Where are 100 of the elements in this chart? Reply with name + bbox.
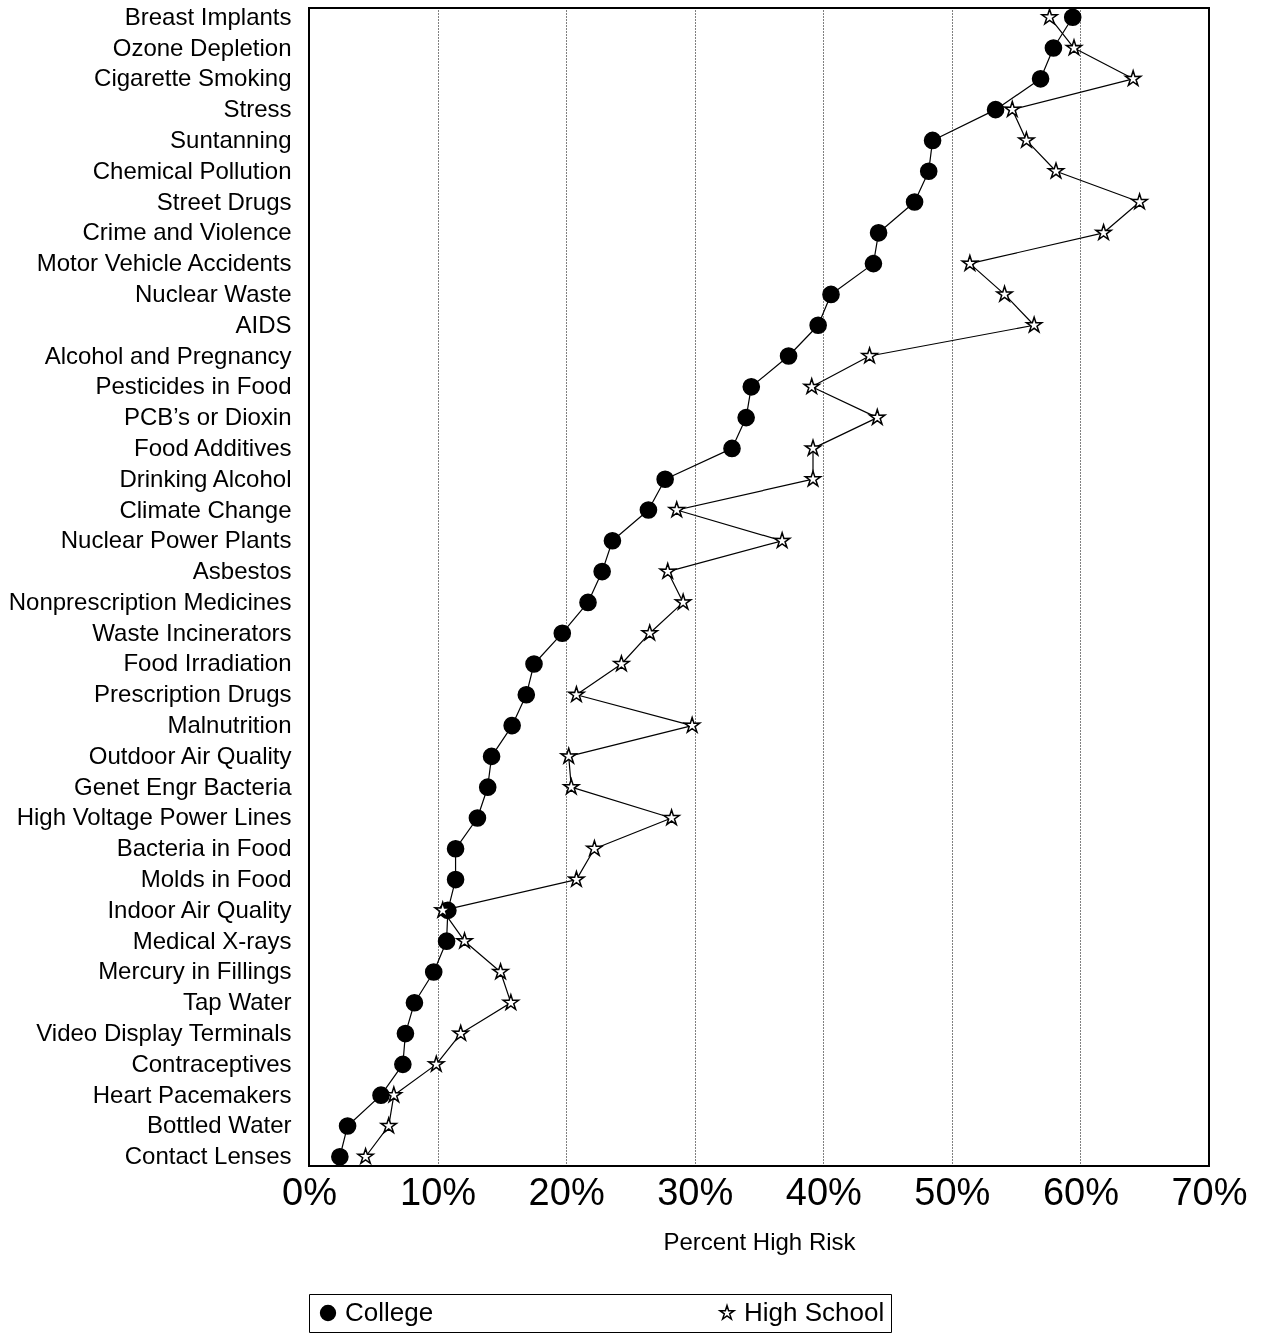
point <box>1044 39 1063 57</box>
point <box>1018 131 1035 148</box>
point <box>737 408 755 427</box>
y-tick-label: Nuclear Waste <box>135 279 292 307</box>
point <box>446 839 465 858</box>
point <box>456 932 473 949</box>
point <box>562 778 580 795</box>
point <box>424 963 443 981</box>
y-tick-label: Contraceptives <box>131 1049 292 1077</box>
point <box>437 932 456 950</box>
point <box>405 993 424 1012</box>
point <box>478 778 497 796</box>
y-tick-label: Pesticides in Food <box>95 372 292 400</box>
point <box>1025 316 1043 333</box>
point <box>1047 162 1065 179</box>
point <box>396 1024 415 1043</box>
point <box>502 993 520 1011</box>
point <box>568 870 585 887</box>
y-tick-label: Stress <box>223 95 292 123</box>
y-tick-label: Prescription Drugs <box>94 680 292 708</box>
point <box>723 439 741 458</box>
point <box>919 162 938 181</box>
point <box>869 224 888 242</box>
x-tick-label: 0% <box>282 1170 337 1213</box>
x-axis-title: Percent High Risk <box>663 1227 857 1255</box>
y-tick-label: Ozone Depletion <box>112 33 292 61</box>
point <box>380 1117 398 1134</box>
point <box>864 254 883 273</box>
point <box>613 655 630 672</box>
legend-label: High School <box>744 1297 885 1327</box>
point <box>446 870 465 889</box>
y-tick-label: Tap Water <box>183 988 292 1016</box>
point <box>742 378 761 396</box>
x-tick-label: 60% <box>1042 1170 1119 1213</box>
y-tick-label: Crime and Violence <box>82 218 292 246</box>
point <box>394 1055 412 1074</box>
y-tick-label: Climate Change <box>119 495 292 523</box>
point <box>809 316 827 335</box>
point <box>1031 70 1050 88</box>
x-tick-label: 70% <box>1171 1170 1248 1213</box>
y-tick-label: Chemical Pollution <box>92 156 292 184</box>
point <box>803 378 821 395</box>
y-tick-label: Bacteria in Food <box>116 834 292 862</box>
point <box>1124 70 1142 87</box>
point <box>868 408 886 425</box>
point <box>553 624 572 642</box>
y-tick-label: Drinking Alcohol <box>119 464 292 492</box>
y-tick-label: Waste Incinerators <box>92 618 292 646</box>
point <box>593 562 611 581</box>
y-tick-label: Bottled Water <box>146 1111 292 1139</box>
point <box>905 193 924 211</box>
point <box>668 501 686 518</box>
y-tick-label: Genet Engr Bacteria <box>74 772 293 800</box>
point <box>861 347 878 364</box>
point <box>357 1147 374 1165</box>
point <box>674 593 692 610</box>
point <box>492 963 509 980</box>
point <box>773 531 791 549</box>
y-tick-label: Malnutrition <box>167 711 292 739</box>
y-tick-label: High Voltage Power Lines <box>16 803 292 831</box>
point <box>779 347 798 365</box>
point <box>468 809 487 827</box>
point <box>517 686 536 704</box>
point <box>822 285 840 304</box>
legend-label: College <box>345 1297 434 1327</box>
y-tick-label: PCB’s or Dioxin <box>123 403 292 431</box>
point <box>331 1147 349 1166</box>
point <box>639 501 658 519</box>
y-tick-label: Breast Implants <box>124 2 292 30</box>
point <box>1065 39 1083 56</box>
y-tick-label: Cigarette Smoking <box>94 64 292 92</box>
y-tick-label: Medical X-rays <box>132 926 292 954</box>
y-tick-label: Molds in Food <box>140 865 292 893</box>
point <box>804 470 822 487</box>
point <box>996 285 1013 302</box>
point <box>503 716 521 735</box>
point <box>586 839 603 857</box>
y-tick-label: AIDS <box>235 310 292 338</box>
y-tick-label: Outdoor Air Quality <box>88 741 292 769</box>
y-tick-label: Contact Lenses <box>124 1142 292 1170</box>
point <box>663 809 680 826</box>
y-tick-label: Food Irradiation <box>123 649 292 677</box>
y-tick-label: Street Drugs <box>156 187 292 215</box>
point <box>560 747 578 764</box>
x-tick-label: 20% <box>528 1170 605 1213</box>
y-tick-label: Nuclear Power Plants <box>60 526 292 554</box>
point <box>525 655 543 673</box>
x-tick-label: 30% <box>657 1170 734 1213</box>
point <box>568 685 585 703</box>
point <box>1003 100 1021 117</box>
point <box>579 593 597 612</box>
point <box>683 716 701 733</box>
y-tick-label: Nonprescription Medicines <box>8 587 292 615</box>
point <box>482 747 501 766</box>
x-tick-label: 40% <box>785 1170 862 1213</box>
y-tick-label: Heart Pacemakers <box>92 1080 292 1108</box>
point <box>961 254 979 271</box>
point <box>1131 193 1148 210</box>
y-tick-label: Mercury in Fillings <box>98 957 292 985</box>
point <box>603 532 622 550</box>
